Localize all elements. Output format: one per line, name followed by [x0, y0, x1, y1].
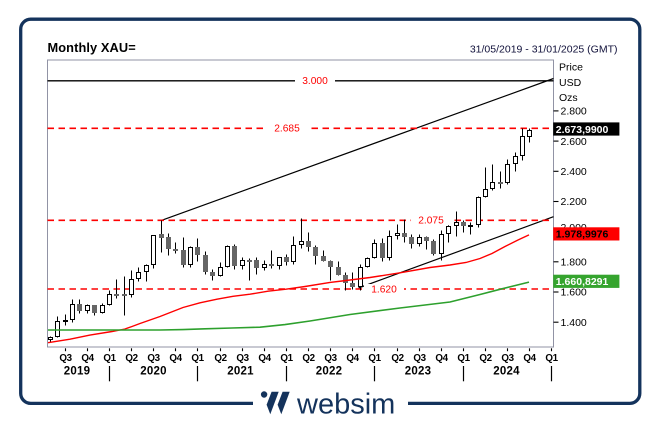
- svg-text:Q4: Q4: [346, 353, 359, 364]
- svg-text:2022: 2022: [316, 365, 342, 377]
- svg-text:Q3: Q3: [147, 353, 160, 364]
- svg-text:Q1: Q1: [368, 353, 381, 364]
- svg-text:1.600: 1.600: [561, 287, 587, 299]
- svg-text:2021: 2021: [227, 365, 254, 377]
- svg-text:3.000: 3.000: [302, 76, 328, 87]
- svg-text:Q1: Q1: [457, 353, 470, 364]
- svg-text:Q4: Q4: [523, 353, 536, 364]
- svg-text:Q2: Q2: [125, 353, 138, 364]
- svg-text:Q4: Q4: [258, 353, 271, 364]
- svg-text:2.685: 2.685: [274, 124, 300, 135]
- svg-text:Price: Price: [559, 62, 583, 74]
- svg-text:2023: 2023: [405, 365, 431, 377]
- svg-text:USD: USD: [559, 77, 582, 89]
- svg-text:Q3: Q3: [324, 353, 337, 364]
- svg-text:Q4: Q4: [81, 353, 94, 364]
- svg-text:Q3: Q3: [501, 353, 514, 364]
- svg-text:Q4: Q4: [435, 353, 448, 364]
- svg-text:31/05/2019 - 31/01/2025 (GMT): 31/05/2019 - 31/01/2025 (GMT): [470, 44, 618, 56]
- svg-text:Q2: Q2: [302, 353, 315, 364]
- svg-text:2.200: 2.200: [561, 196, 587, 208]
- svg-text:2.075: 2.075: [418, 216, 444, 227]
- svg-text:websim: websim: [296, 388, 395, 420]
- svg-text:1.978,9976: 1.978,9976: [556, 229, 609, 241]
- svg-text:Q3: Q3: [236, 353, 249, 364]
- svg-text:Q1: Q1: [280, 353, 293, 364]
- svg-text:2019: 2019: [64, 365, 90, 377]
- svg-text:Q4: Q4: [169, 353, 182, 364]
- svg-text:Q1: Q1: [191, 353, 204, 364]
- svg-text:2.400: 2.400: [561, 166, 587, 178]
- svg-text:Q2: Q2: [479, 353, 492, 364]
- svg-text:Monthly XAU=: Monthly XAU=: [48, 40, 136, 55]
- svg-text:2020: 2020: [140, 365, 166, 377]
- svg-text:1.620: 1.620: [371, 284, 397, 295]
- svg-text:1.800: 1.800: [561, 257, 587, 269]
- svg-text:Q1: Q1: [103, 353, 116, 364]
- svg-text:Q2: Q2: [214, 353, 227, 364]
- svg-text:Q3: Q3: [59, 353, 72, 364]
- svg-text:1.400: 1.400: [561, 317, 587, 329]
- svg-text:2024: 2024: [493, 365, 520, 377]
- svg-text:Q1: Q1: [545, 353, 558, 364]
- svg-text:2.800: 2.800: [561, 106, 587, 118]
- svg-text:Ozs: Ozs: [559, 92, 578, 104]
- svg-text:Q2: Q2: [391, 353, 404, 364]
- svg-text:2.673,9900: 2.673,9900: [556, 124, 609, 136]
- svg-text:Q3: Q3: [413, 353, 426, 364]
- svg-text:2.600: 2.600: [561, 136, 587, 148]
- svg-text:1.660,8291: 1.660,8291: [556, 276, 609, 288]
